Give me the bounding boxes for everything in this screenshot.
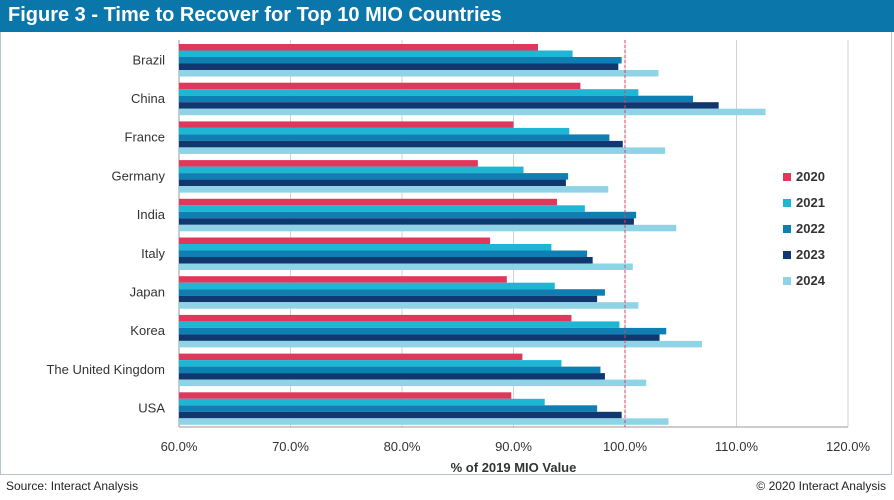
category-label: India <box>137 207 166 222</box>
legend-label: 2023 <box>796 247 825 262</box>
bar-2022 <box>179 327 667 335</box>
legend-swatch <box>783 173 791 181</box>
bar-2023 <box>179 257 593 264</box>
bar-2024 <box>179 379 647 387</box>
bar-2023 <box>179 140 623 148</box>
x-axis-title: % of 2019 MIO Value <box>451 460 577 475</box>
bar-2021 <box>179 127 570 135</box>
category-label: Japan <box>130 284 165 299</box>
legend-label: 2024 <box>796 273 826 288</box>
category-label: China <box>131 91 166 106</box>
copyright-note: © 2020 Interact Analysis <box>756 479 886 493</box>
bar-chart: 60.0% 70.0% 80.0% 90.0% 100.0% 110.0% 120.0% Br… <box>46 40 871 475</box>
source-note: Source: Interact Analysis <box>6 479 139 493</box>
bar-2021 <box>179 398 545 406</box>
bar-2022 <box>179 211 637 219</box>
bar-2020 <box>179 82 581 90</box>
bar-2021 <box>179 360 562 367</box>
bar-2023 <box>179 295 598 303</box>
figure-header: Figure 3 - Time to Recover for Top 10 MI… <box>0 0 894 32</box>
legend-label: 2022 <box>796 221 825 236</box>
bar-2020 <box>179 160 478 167</box>
bar-2024 <box>179 108 766 116</box>
chart-frame <box>0 32 892 475</box>
bar-2021 <box>179 321 620 328</box>
category-label: Korea <box>130 323 165 338</box>
bar-2024 <box>179 224 677 232</box>
legend-swatch <box>783 225 791 233</box>
category-label: Italy <box>141 246 165 261</box>
bar-2024 <box>179 340 702 348</box>
bar-2020 <box>179 121 514 128</box>
x-tick-label: 80.0% <box>384 439 421 454</box>
bar-2023 <box>179 102 719 109</box>
bar-2022 <box>179 366 601 374</box>
bar-2022 <box>179 405 598 412</box>
bar-2023 <box>179 179 566 187</box>
bar-2021 <box>179 166 524 174</box>
category-label: France <box>125 130 165 145</box>
bar-2020 <box>179 276 507 283</box>
bar-2022 <box>179 250 588 257</box>
legend-label: 2020 <box>796 169 825 184</box>
category-label: Brazil <box>132 52 165 67</box>
bar-2020 <box>179 314 572 322</box>
bar-2024 <box>179 418 669 425</box>
bar-2024 <box>179 147 666 154</box>
legend-label: 2021 <box>796 195 825 210</box>
bar-2020 <box>179 44 539 51</box>
bar-2024 <box>179 70 659 77</box>
bar-2022 <box>179 289 605 296</box>
bar-2020 <box>179 353 523 361</box>
bar-2021 <box>179 205 585 212</box>
category-label: USA <box>138 401 165 416</box>
bar-2021 <box>179 282 555 290</box>
x-tick-label: 120.0% <box>826 439 871 454</box>
bar-2021 <box>179 89 639 96</box>
bar-2023 <box>179 411 622 419</box>
x-tick-label: 100.0% <box>603 439 648 454</box>
bar-2021 <box>179 50 573 57</box>
x-tick-label: 90.0% <box>495 439 532 454</box>
bar-2021 <box>179 244 552 251</box>
x-tick-label: 110.0% <box>715 439 759 454</box>
legend-swatch <box>783 277 791 285</box>
bar-2020 <box>179 198 557 206</box>
bar-2024 <box>179 263 633 270</box>
bar-2023 <box>179 218 634 225</box>
bar-2023 <box>179 373 605 380</box>
x-tick-label: 70.0% <box>272 439 309 454</box>
bar-2023 <box>179 63 619 70</box>
x-tick-label: 60.0% <box>161 439 198 454</box>
category-label: The United Kingdom <box>46 362 165 377</box>
bar-2022 <box>179 57 622 64</box>
bar-2020 <box>179 392 512 399</box>
category-label: Germany <box>112 168 166 183</box>
bar-2022 <box>179 173 569 180</box>
bar-2023 <box>179 334 660 341</box>
bar-2022 <box>179 134 610 141</box>
bar-2024 <box>179 186 609 193</box>
figure-title: Figure 3 - Time to Recover for Top 10 MI… <box>8 4 502 26</box>
bar-2020 <box>179 237 491 244</box>
legend-swatch <box>783 251 791 259</box>
bar-2024 <box>179 302 639 309</box>
bar-2022 <box>179 95 694 103</box>
legend-swatch <box>783 199 791 207</box>
